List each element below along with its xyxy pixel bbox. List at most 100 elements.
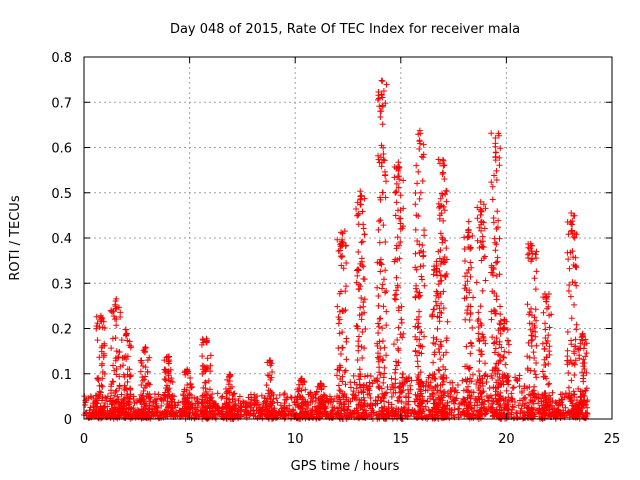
data-point bbox=[379, 103, 386, 110]
data-point bbox=[139, 377, 146, 384]
data-point bbox=[302, 415, 309, 422]
data-point bbox=[392, 358, 399, 365]
data-point bbox=[280, 391, 287, 398]
data-point bbox=[380, 276, 387, 283]
data-point bbox=[467, 244, 474, 251]
data-point bbox=[494, 258, 501, 265]
data-point bbox=[382, 289, 389, 296]
data-point bbox=[142, 364, 149, 371]
data-point bbox=[357, 371, 364, 378]
data-point bbox=[435, 408, 442, 415]
data-point bbox=[142, 373, 149, 380]
data-point bbox=[247, 399, 254, 406]
data-point bbox=[127, 406, 134, 413]
data-point bbox=[397, 207, 404, 214]
data-point bbox=[93, 322, 100, 329]
data-point bbox=[413, 162, 420, 169]
data-point bbox=[102, 410, 109, 417]
data-point bbox=[462, 273, 469, 280]
data-point bbox=[102, 394, 109, 401]
data-point bbox=[439, 156, 446, 163]
data-point bbox=[468, 405, 475, 412]
x-tick-label: 15 bbox=[393, 432, 410, 447]
data-point bbox=[465, 227, 472, 234]
data-point bbox=[123, 386, 130, 393]
data-point bbox=[376, 408, 383, 415]
data-point bbox=[497, 380, 504, 387]
data-point bbox=[413, 316, 420, 323]
data-point bbox=[572, 357, 579, 364]
data-point bbox=[478, 227, 485, 234]
data-point bbox=[474, 204, 481, 211]
data-point bbox=[495, 132, 502, 139]
data-point bbox=[82, 402, 89, 409]
data-point bbox=[462, 316, 469, 323]
data-point bbox=[419, 415, 426, 422]
data-point bbox=[167, 408, 174, 415]
data-point bbox=[285, 410, 292, 417]
data-point bbox=[181, 386, 188, 393]
data-point bbox=[524, 384, 531, 391]
data-point bbox=[420, 252, 427, 259]
data-point bbox=[437, 272, 444, 279]
data-point bbox=[98, 397, 105, 404]
data-point bbox=[489, 272, 496, 279]
data-point bbox=[333, 372, 340, 379]
data-point bbox=[355, 266, 362, 273]
data-point bbox=[360, 394, 367, 401]
data-point bbox=[122, 326, 129, 333]
data-point bbox=[374, 375, 381, 382]
data-point bbox=[439, 410, 446, 417]
data-point bbox=[548, 311, 555, 318]
data-point bbox=[127, 372, 134, 379]
data-point bbox=[496, 235, 503, 242]
data-point bbox=[346, 409, 353, 416]
data-point bbox=[368, 405, 375, 412]
data-point bbox=[546, 406, 553, 413]
data-point bbox=[397, 220, 404, 227]
data-point bbox=[158, 402, 165, 409]
data-point bbox=[358, 295, 365, 302]
data-point bbox=[414, 415, 421, 422]
data-point bbox=[397, 331, 404, 338]
data-point bbox=[383, 288, 390, 295]
data-point bbox=[98, 412, 105, 419]
data-point bbox=[475, 309, 482, 316]
data-point bbox=[459, 377, 466, 384]
data-point bbox=[437, 195, 444, 202]
data-point bbox=[417, 386, 424, 393]
data-point bbox=[492, 239, 499, 246]
data-point bbox=[388, 404, 395, 411]
data-point bbox=[476, 373, 483, 379]
data-point bbox=[584, 397, 591, 404]
data-point bbox=[463, 343, 470, 350]
data-point bbox=[396, 215, 403, 222]
data-point bbox=[481, 372, 488, 379]
data-point bbox=[565, 410, 572, 417]
data-point bbox=[343, 338, 350, 345]
data-point bbox=[416, 195, 423, 202]
data-point bbox=[375, 302, 382, 309]
data-point bbox=[470, 389, 477, 396]
data-point bbox=[505, 349, 512, 356]
data-point bbox=[117, 313, 124, 320]
data-point bbox=[568, 337, 575, 344]
data-point bbox=[549, 389, 556, 396]
data-point bbox=[337, 364, 344, 371]
data-point bbox=[113, 316, 120, 323]
data-point bbox=[380, 356, 387, 363]
data-point bbox=[337, 388, 344, 395]
data-point bbox=[378, 92, 385, 99]
data-point bbox=[379, 394, 386, 401]
data-point bbox=[150, 399, 157, 406]
data-point bbox=[579, 369, 586, 376]
data-point bbox=[479, 233, 486, 240]
data-point bbox=[419, 393, 426, 400]
data-point bbox=[565, 384, 572, 391]
data-point bbox=[99, 369, 106, 376]
data-point bbox=[375, 88, 382, 95]
data-point bbox=[542, 326, 549, 333]
data-point bbox=[113, 348, 120, 355]
data-point bbox=[525, 406, 532, 413]
data-point bbox=[374, 284, 381, 291]
